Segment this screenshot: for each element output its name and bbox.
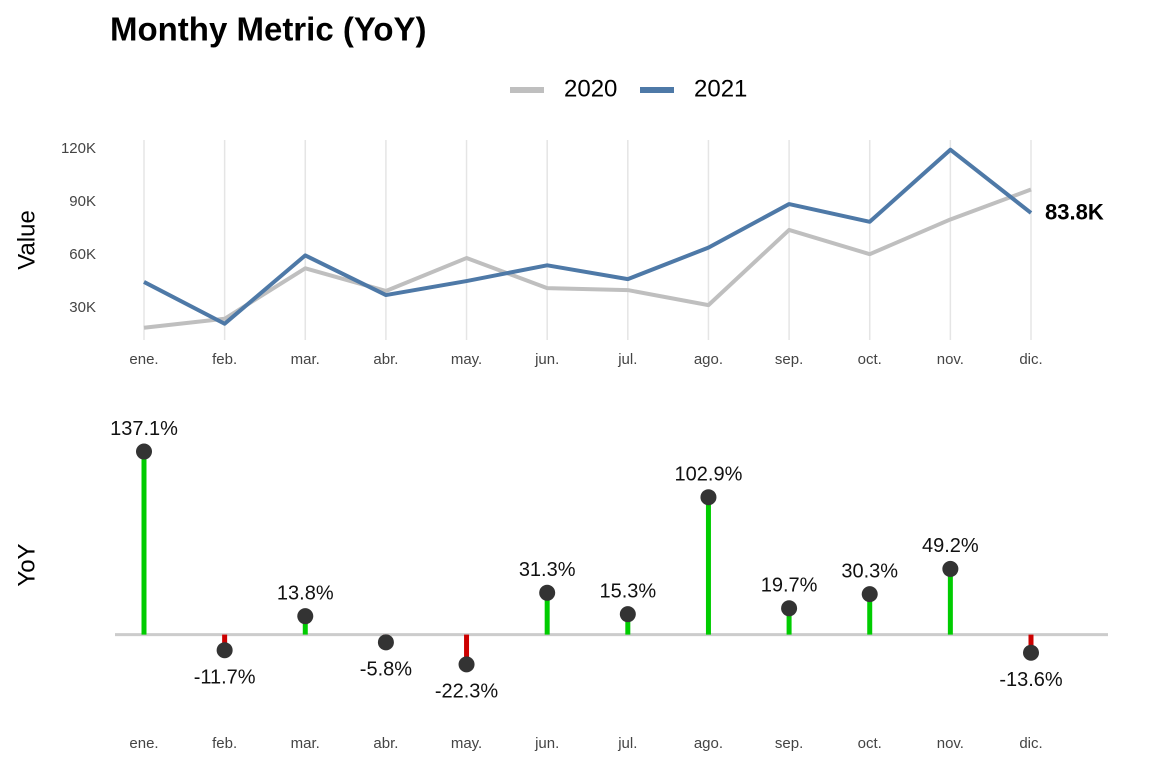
point	[781, 600, 798, 617]
x-tick-label: jun.	[534, 351, 559, 368]
x-tick-label: nov.	[937, 735, 964, 752]
data-label: 31.3%	[519, 559, 576, 581]
x-tick-label: nov.	[937, 351, 964, 368]
y-axis-label: Value	[13, 210, 40, 270]
line	[143, 147, 1033, 326]
data-label: 19.7%	[761, 575, 818, 597]
point	[700, 489, 717, 506]
data-label: 13.8%	[277, 582, 334, 604]
data-label: 30.3%	[841, 560, 898, 582]
data-label: 137.1%	[110, 418, 178, 440]
x-tick-label: feb.	[212, 351, 237, 368]
data-label: 15.3%	[599, 580, 656, 602]
data-label: 102.9%	[675, 463, 743, 485]
point	[297, 608, 314, 625]
x-tick-label: feb.	[212, 735, 237, 752]
y-tick-label: 30K	[69, 299, 96, 316]
x-tick-label: ago.	[694, 735, 723, 752]
chart-title: Monthy Metric (YoY)	[110, 11, 427, 48]
point	[539, 584, 556, 601]
x-tick-label: ene.	[129, 735, 158, 752]
point	[861, 586, 878, 603]
x-tick-label: sep.	[775, 351, 803, 368]
point	[1023, 644, 1039, 661]
data-label: 49.2%	[922, 535, 979, 557]
data-label: -11.7%	[194, 666, 256, 688]
data-label: 83.8K	[1045, 200, 1104, 225]
line	[143, 187, 1032, 330]
y-tick-label: 90K	[69, 193, 96, 210]
x-tick-label: ago.	[694, 351, 723, 368]
x-tick-label: jul.	[617, 351, 637, 368]
x-tick-label: sep.	[775, 735, 803, 752]
point	[619, 606, 636, 623]
x-tick-label: mar.	[291, 351, 320, 368]
legend-label: 2020	[564, 75, 617, 102]
data-label: -13.6%	[999, 669, 1063, 691]
x-tick-label: ene.	[129, 351, 158, 368]
data-label: -22.3%	[435, 681, 499, 703]
x-tick-label: abr.	[373, 351, 398, 368]
data-label: -5.8%	[360, 659, 412, 681]
x-tick-label: oct.	[858, 351, 882, 368]
point	[136, 443, 152, 460]
y-axis-label: YoY	[13, 543, 40, 586]
x-tick-label: jul.	[617, 735, 637, 752]
x-tick-label: abr.	[373, 735, 398, 752]
legend-label: 2021	[694, 75, 747, 102]
point	[458, 656, 475, 673]
point	[377, 634, 394, 651]
x-tick-label: dic.	[1019, 735, 1042, 752]
x-tick-label: may.	[451, 351, 482, 368]
x-tick-label: oct.	[858, 735, 882, 752]
point	[216, 642, 233, 659]
point	[942, 560, 959, 577]
x-tick-label: may.	[451, 735, 482, 752]
x-tick-label: mar.	[291, 735, 320, 752]
y-tick-label: 120K	[61, 140, 96, 157]
y-tick-label: 60K	[69, 246, 96, 263]
x-tick-label: dic.	[1019, 351, 1042, 368]
x-tick-label: jun.	[534, 735, 559, 752]
